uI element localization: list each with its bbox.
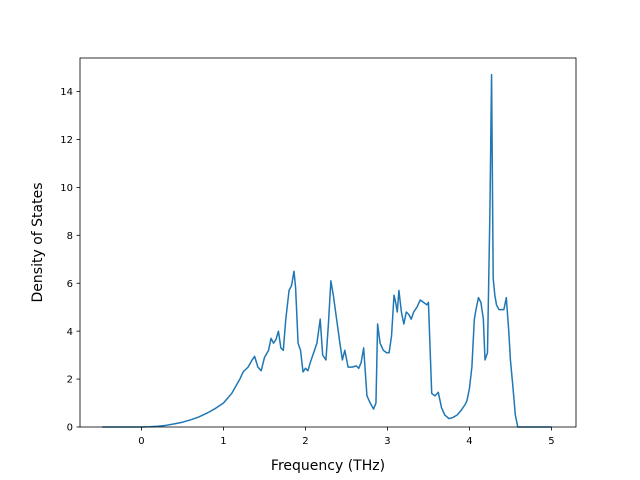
dos-line bbox=[102, 74, 552, 428]
plot-frame bbox=[79, 57, 577, 428]
plot-area bbox=[102, 74, 552, 428]
x-tick-label: 4 bbox=[466, 436, 472, 447]
x-tick-label: 1 bbox=[220, 436, 226, 447]
y-tick-label: 10 bbox=[60, 183, 73, 194]
y-axis-label: Density of States bbox=[30, 183, 46, 303]
y-tick-label: 2 bbox=[67, 375, 73, 386]
y-tick-label: 0 bbox=[67, 423, 73, 434]
x-tick-label: 5 bbox=[548, 436, 554, 447]
x-tick-label: 2 bbox=[302, 436, 308, 447]
y-tick-label: 12 bbox=[60, 135, 73, 146]
x-tick-label: 0 bbox=[138, 436, 144, 447]
x-axis-label: Frequency (THz) bbox=[271, 458, 385, 474]
y-tick-label: 6 bbox=[67, 279, 73, 290]
x-tick-label: 3 bbox=[384, 436, 390, 447]
y-tick-label: 4 bbox=[67, 327, 73, 338]
y-tick-label: 14 bbox=[60, 87, 73, 98]
y-tick-label: 8 bbox=[67, 231, 73, 242]
